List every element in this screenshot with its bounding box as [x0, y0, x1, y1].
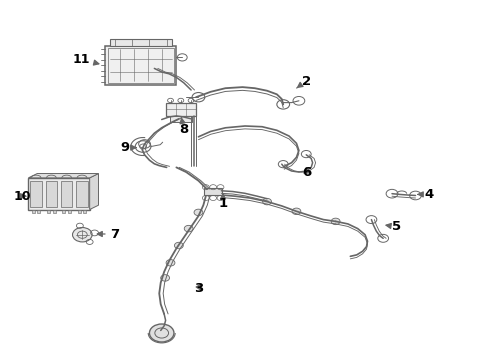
Circle shape	[174, 242, 183, 249]
Bar	[204, 188, 222, 195]
Bar	[61, 181, 73, 207]
Bar	[78, 210, 81, 213]
Circle shape	[166, 260, 175, 266]
Polygon shape	[28, 174, 98, 178]
Text: 3: 3	[194, 282, 203, 294]
Text: 4: 4	[418, 188, 433, 201]
Bar	[110, 39, 172, 46]
Text: 6: 6	[302, 166, 311, 179]
Circle shape	[263, 198, 271, 205]
Bar	[108, 48, 174, 83]
Text: 9: 9	[121, 141, 136, 154]
Bar	[37, 210, 40, 213]
Bar	[46, 181, 57, 207]
Circle shape	[292, 208, 301, 215]
Bar	[47, 210, 50, 213]
Circle shape	[331, 218, 340, 225]
Circle shape	[194, 209, 203, 216]
Text: 11: 11	[72, 53, 99, 66]
Bar	[105, 46, 176, 85]
Text: 2: 2	[296, 75, 311, 88]
Text: 1: 1	[219, 194, 227, 210]
Bar	[28, 178, 90, 210]
Bar	[62, 210, 65, 213]
Circle shape	[149, 324, 174, 342]
Bar	[83, 210, 86, 213]
Circle shape	[73, 228, 92, 242]
Bar	[76, 181, 88, 207]
Bar	[30, 181, 42, 207]
Text: 7: 7	[98, 228, 120, 240]
Bar	[32, 210, 35, 213]
Bar	[166, 103, 196, 116]
Bar	[170, 116, 192, 122]
Polygon shape	[90, 174, 98, 210]
Text: 10: 10	[13, 190, 31, 203]
Bar	[53, 210, 56, 213]
Circle shape	[184, 225, 193, 232]
Text: 5: 5	[386, 220, 401, 233]
Text: 8: 8	[179, 117, 188, 136]
Bar	[68, 210, 71, 213]
Circle shape	[161, 275, 170, 281]
